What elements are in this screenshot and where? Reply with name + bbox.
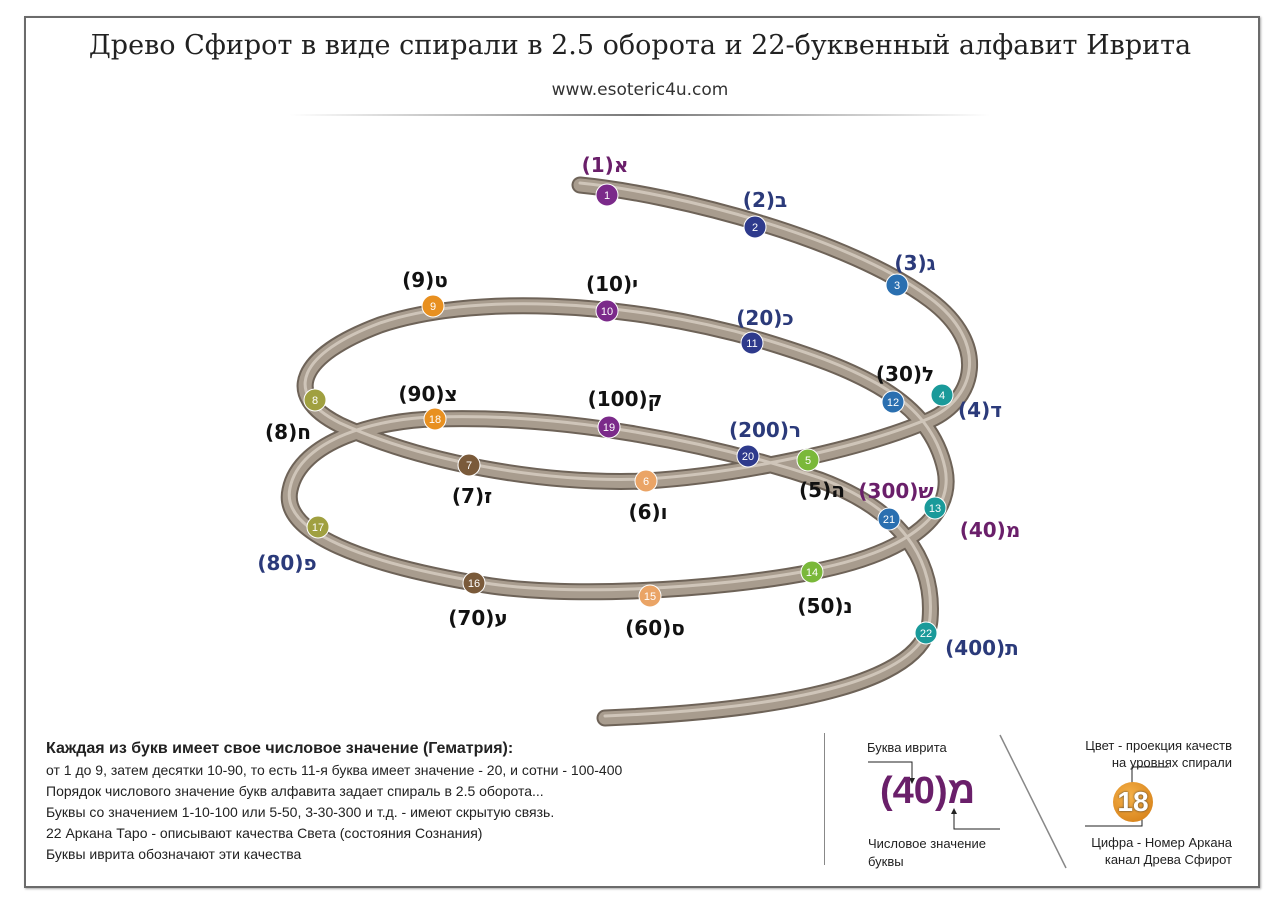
arcana-number: 3 [894,280,900,292]
arcana-number: 19 [603,422,615,434]
legend-letter-caption: Буква иврита [867,740,947,755]
letter-label: י(10) [585,272,639,296]
arcana-node-18 [423,407,447,431]
legend-divider [824,733,825,865]
letter-label: נ(50) [797,594,853,618]
arcana-node-4 [930,383,954,407]
arcana-number: 6 [643,476,649,488]
arcana-node-11 [740,331,764,355]
arcana-number: 16 [468,578,480,590]
arcana-node-6 [634,469,658,493]
letter-label: ח(8) [265,420,311,444]
letter-label: ת(400) [945,636,1019,660]
arcana-node-9 [421,294,445,318]
info-line: Буквы со значением 1-10-100 или 5-50, 3-… [46,804,555,820]
arcana-number: 2 [752,222,758,234]
arcana-node-16 [462,571,486,595]
legend-value-caption-2: буквы [868,854,904,869]
arcana-number: 15 [644,591,656,603]
info-line: Порядок числового значение букв алфавита… [46,783,544,799]
arcana-number: 7 [466,460,472,472]
letter-label: ט(9) [402,268,448,292]
frame [24,16,1260,888]
legend-value-caption: Числовое значение [868,836,986,851]
letter-label: צ(90) [398,382,458,406]
legend-badge: 18 [1113,782,1153,822]
info-text: Каждая из букв имеет свое числовое значе… [46,738,622,865]
arcana-number: 4 [939,390,945,402]
letter-label: מ(40) [959,518,1021,542]
letter-label: ש(300) [858,479,934,503]
arcana-number: 13 [929,503,941,515]
letter-label: ק(100) [587,387,663,411]
arcana-number: 5 [805,455,811,467]
letter-label: ס(60) [625,616,685,640]
divider [290,114,990,116]
arcana-node-5 [796,448,820,472]
arcana-number: 14 [806,567,818,579]
letter-label: ג(3) [894,251,936,275]
letter-label: ו(6) [628,500,668,524]
letter-label: ד(4) [958,398,1002,422]
arcana-node-8 [303,388,327,412]
letter-label: ז(7) [451,484,493,508]
site-url: www.esoteric4u.com [551,80,729,100]
arcana-node-22 [914,621,938,645]
arcana-number: 11 [746,338,757,350]
info-heading: Каждая из букв имеет свое числовое значе… [46,740,514,757]
page-title: Древо Сфирот в виде спирали в 2.5 оборот… [88,30,1192,61]
arcana-node-20 [736,444,760,468]
arcana-number: 10 [601,306,613,318]
arcana-node-15 [638,584,662,608]
arcana-number: 20 [742,451,754,463]
letter-label: כ(20) [736,306,794,330]
arcana-number: 8 [312,395,318,407]
legend-number-caption: Цифра - Номер Аркана [1091,835,1232,850]
letter-label: א(1) [581,153,629,177]
arcana-node-17 [306,515,330,539]
arcana-node-1 [595,183,619,207]
arcana-node-13 [923,496,947,520]
arcana-node-21 [877,507,901,531]
arcana-number: 1 [604,190,610,202]
legend-number-caption-2: канал Древа Сфирот [1104,852,1232,867]
arcana-node-3 [885,273,909,297]
arcana-node-2 [743,215,767,239]
info-line: Буквы иврита обозначают эти качества [46,846,302,862]
arcana-node-7 [457,453,481,477]
letter-label: ל(30) [875,362,935,386]
arcana-node-19 [597,415,621,439]
legend-example: מ(40) [880,770,976,812]
arcana-number: 18 [429,414,441,426]
arcana-node-12 [881,390,905,414]
info-line: 22 Аркана Таро - описывают качества Свет… [46,825,483,841]
arcana-node-14 [800,560,824,584]
info-line: от 1 до 9, затем десятки 10-90, то есть … [46,762,623,778]
letter-label: ב(2) [742,188,788,212]
legend-color-caption: Цвет - проекция качеств [1085,738,1232,753]
arcana-number: 17 [312,522,324,534]
letter-label: ע(70) [448,606,508,630]
arcana-number: 9 [430,301,436,313]
letter-label: ה(5) [799,478,845,502]
letter-label: ר(200) [728,418,802,442]
arcana-number: 22 [920,628,932,640]
legend-color-caption-2: на уровнях спирали [1111,755,1232,770]
arcana-number: 12 [887,397,899,409]
arcana-node-10 [595,299,619,323]
arcana-number: 21 [883,514,895,526]
letter-label: פ(80) [257,551,317,575]
